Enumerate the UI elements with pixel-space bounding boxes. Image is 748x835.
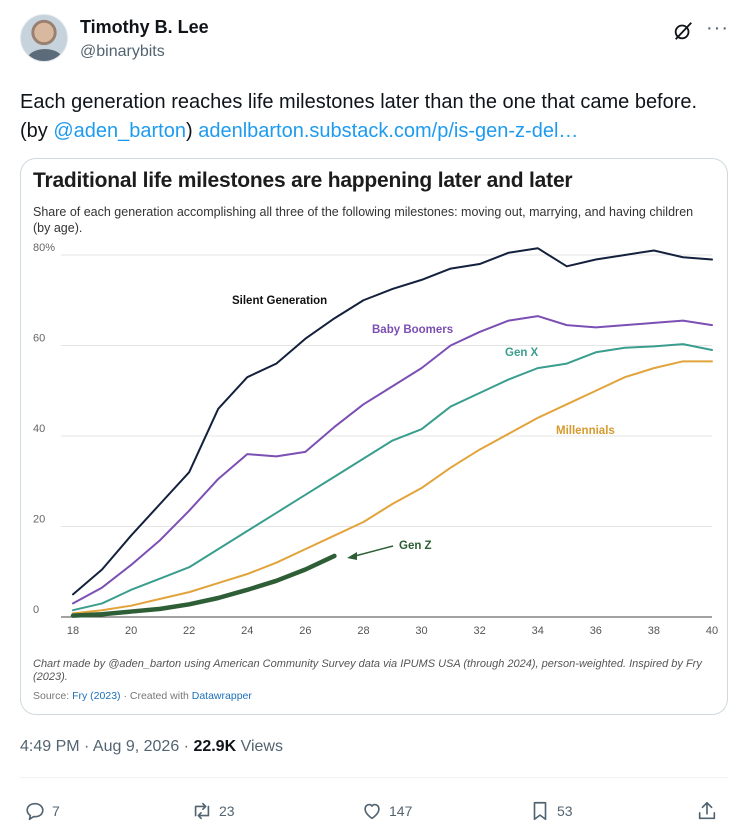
series-line (72, 343, 713, 612)
chart-note: Chart made by @aden_barton using America… (33, 658, 702, 683)
author-name[interactable]: Timothy B. Lee (80, 17, 209, 37)
bookmark-icon (533, 801, 547, 821)
x-tick-label: 32 (474, 625, 486, 637)
repost-count: 23 (219, 803, 235, 819)
datawrapper-link[interactable]: Datawrapper (191, 690, 252, 702)
x-tick-label: 40 (706, 625, 718, 637)
y-tick-label: 80% (33, 242, 55, 254)
article-link[interactable]: adenlbarton.substack.com/p/is-gen-z-del… (198, 120, 579, 142)
x-tick-label: 36 (590, 625, 602, 637)
line-chart: 0 20 40 60 80% 18 20 22 24 26 28 30 32 34 36 38 40 Silen… (33, 242, 718, 637)
series-line (72, 315, 713, 605)
reply-button[interactable]: 7 (24, 798, 60, 824)
share-icon (698, 801, 716, 820)
repost-icon (194, 802, 210, 820)
heart-icon (364, 803, 380, 820)
y-tick-label: 20 (33, 514, 45, 526)
source-mid: · Created with (120, 690, 192, 702)
x-tick-label: 28 (357, 625, 369, 637)
series-label: Gen X (505, 347, 539, 359)
series-line (70, 553, 337, 618)
like-button[interactable]: 147 (361, 798, 412, 824)
y-tick-label: 0 (33, 604, 39, 616)
chart-card[interactable]: 0 20 40 60 80% 18 20 22 24 26 28 30 32 34 36 38 40 Silen… (20, 158, 728, 715)
bookmark-count: 53 (557, 803, 573, 819)
chart-subtitle: Share of each generation accomplishing a… (33, 205, 694, 235)
divider (20, 777, 728, 778)
x-tick-label: 20 (125, 625, 137, 637)
repost-button[interactable]: 23 (191, 798, 235, 824)
author-handle[interactable]: @binarybits (80, 43, 165, 60)
x-tick-label: 38 (648, 625, 660, 637)
series-label: Silent Generation (232, 295, 327, 307)
tweet-text: Each generation reaches life milestones … (20, 88, 720, 146)
reply-icon (26, 802, 44, 821)
bookmark-button[interactable]: 53 (529, 798, 573, 824)
source-prefix: Source: (33, 690, 73, 702)
y-tick-label: 40 (33, 423, 45, 435)
x-tick-label: 24 (241, 625, 253, 637)
series-line (72, 247, 713, 596)
views-count: 22.9K (193, 738, 237, 755)
views-label: Views (236, 738, 283, 755)
grok-slash-icon[interactable] (672, 20, 694, 42)
series-label: Baby Boomers (372, 324, 453, 336)
timestamp[interactable]: 4:49 PM · Aug 9, 2026 · (20, 738, 194, 755)
reply-count: 7 (52, 803, 60, 819)
x-tick-label: 30 (415, 625, 427, 637)
source-link[interactable]: Fry (2023) (72, 690, 121, 702)
tweet-text-before: Each generation reaches life milestones … (20, 91, 698, 142)
avatar[interactable] (20, 14, 68, 62)
tweet-text-middle: ) (185, 120, 199, 142)
mention-link[interactable]: @aden_barton (53, 120, 186, 142)
series-label: Gen Z (399, 540, 432, 552)
gen-z-arrowhead (347, 552, 357, 560)
chart-title: Traditional life milestones are happenin… (33, 169, 573, 192)
chart-source: Source: Fry (2023) · Created with Datawr… (33, 690, 252, 702)
y-tick-label: 60 (33, 333, 45, 345)
x-tick-label: 18 (67, 625, 79, 637)
like-count: 147 (389, 803, 413, 819)
more-horizontal-icon[interactable]: ··· (706, 17, 729, 39)
x-tick-label: 22 (183, 625, 195, 637)
gen-z-arrow (354, 545, 394, 557)
series-label: Millennials (556, 425, 615, 437)
x-tick-label: 26 (299, 625, 311, 637)
share-button[interactable] (696, 798, 718, 824)
x-tick-label: 34 (532, 625, 544, 637)
tweet-meta: 4:49 PM · Aug 9, 2026 · 22.9K Views (20, 738, 283, 756)
series-line (72, 360, 713, 615)
